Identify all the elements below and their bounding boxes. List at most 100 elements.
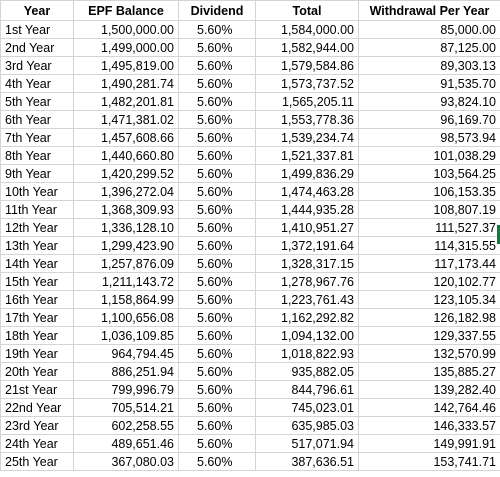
- table-row: 2nd Year 1,499,000.00 5.60% 1,582,944.00 87,…: [0, 38, 500, 57]
- table-cell: 705,514.21: [73, 398, 179, 417]
- table-cell: 1,499,836.29: [255, 164, 359, 183]
- table-cell: 5.60%: [178, 146, 256, 165]
- table-cell: 5th Year: [0, 92, 74, 111]
- table-cell: 1,474,463.28: [255, 182, 359, 201]
- table-cell: 5.60%: [178, 38, 256, 57]
- table-row: 3rd Year 1,495,819.00 5.60% 1,579,584.86 89,…: [0, 56, 500, 75]
- table-cell: 517,071.94: [255, 434, 359, 453]
- table-cell: 5.60%: [178, 20, 256, 39]
- table-cell: 1,420,299.52: [73, 164, 179, 183]
- table-cell: 9th Year: [0, 164, 74, 183]
- table-row: 18th Year 1,036,109.85 5.60% 1,094,132.00 12…: [0, 326, 500, 345]
- table-row: 19th Year 964,794.45 5.60% 1,018,822.93 132,…: [0, 344, 500, 363]
- table-cell: 129,337.55: [358, 326, 500, 345]
- table-cell: 5.60%: [178, 380, 256, 399]
- table-cell: 1,565,205.11: [255, 92, 359, 111]
- table-row: 1st Year 1,500,000.00 5.60% 1,584,000.00 85,…: [0, 20, 500, 39]
- table-cell: 5.60%: [178, 164, 256, 183]
- table-cell: 1,278,967.76: [255, 272, 359, 291]
- table-cell: 489,651.46: [73, 434, 179, 453]
- table-row: 23rd Year 602,258.55 5.60% 635,985.03 146,33…: [0, 416, 500, 435]
- table-cell: 2nd Year: [0, 38, 74, 57]
- header-row: Year EPF Balance Dividend Total Withdrawal P…: [0, 0, 500, 21]
- table-row: 21st Year 799,996.79 5.60% 844,796.61 139,28…: [0, 380, 500, 399]
- table-row: 4th Year 1,490,281.74 5.60% 1,573,737.52 91,…: [0, 74, 500, 93]
- table-cell: 6th Year: [0, 110, 74, 129]
- table-body: 1st Year 1,500,000.00 5.60% 1,584,000.00 85,…: [0, 20, 500, 471]
- table-cell: 1,328,317.15: [255, 254, 359, 273]
- table-cell: 12th Year: [0, 218, 74, 237]
- table-row: 16th Year 1,158,864.99 5.60% 1,223,761.43 12…: [0, 290, 500, 309]
- table-row: 24th Year 489,651.46 5.60% 517,071.94 149,99…: [0, 434, 500, 453]
- table-cell: 114,315.55: [358, 236, 500, 255]
- table-cell: 89,303.13: [358, 56, 500, 75]
- table-cell: 126,182.98: [358, 308, 500, 327]
- table-cell: 5.60%: [178, 344, 256, 363]
- table-cell: 22nd Year: [0, 398, 74, 417]
- table-cell: 5.60%: [178, 236, 256, 255]
- table-cell: 14th Year: [0, 254, 74, 273]
- table-row: 9th Year 1,420,299.52 5.60% 1,499,836.29 103…: [0, 164, 500, 183]
- table-cell: 1,094,132.00: [255, 326, 359, 345]
- table-cell: 98,573.94: [358, 128, 500, 147]
- table-cell: 3rd Year: [0, 56, 74, 75]
- cell-selection-edge: [497, 225, 500, 244]
- table-cell: 149,991.91: [358, 434, 500, 453]
- table-cell: 15th Year: [0, 272, 74, 291]
- table-cell: 1,299,423.90: [73, 236, 179, 255]
- table-cell: 1,162,292.82: [255, 308, 359, 327]
- table-row: 11th Year 1,368,309.93 5.60% 1,444,935.28 10…: [0, 200, 500, 219]
- table-cell: 1,579,584.86: [255, 56, 359, 75]
- table-cell: 5.60%: [178, 110, 256, 129]
- table-cell: 745,023.01: [255, 398, 359, 417]
- table-cell: 24th Year: [0, 434, 74, 453]
- table-cell: 108,807.19: [358, 200, 500, 219]
- table-row: 15th Year 1,211,143.72 5.60% 1,278,967.76 12…: [0, 272, 500, 291]
- table-cell: 85,000.00: [358, 20, 500, 39]
- table-cell: 1,257,876.09: [73, 254, 179, 273]
- column-header: Dividend: [178, 0, 256, 21]
- table-cell: 886,251.94: [73, 362, 179, 381]
- table-cell: 120,102.77: [358, 272, 500, 291]
- table-cell: 1,100,656.08: [73, 308, 179, 327]
- table-cell: 13th Year: [0, 236, 74, 255]
- table-row: 10th Year 1,396,272.04 5.60% 1,474,463.28 10…: [0, 182, 500, 201]
- table-cell: 1,539,234.74: [255, 128, 359, 147]
- table-cell: 5.60%: [178, 272, 256, 291]
- table-cell: 1,336,128.10: [73, 218, 179, 237]
- table-cell: 1,223,761.43: [255, 290, 359, 309]
- table-cell: 1,499,000.00: [73, 38, 179, 57]
- table-cell: 1,573,737.52: [255, 74, 359, 93]
- table-cell: 5.60%: [178, 416, 256, 435]
- table-cell: 146,333.57: [358, 416, 500, 435]
- table-cell: 387,636.51: [255, 452, 359, 471]
- table-cell: 5.60%: [178, 362, 256, 381]
- table-cell: 87,125.00: [358, 38, 500, 57]
- table-row: 7th Year 1,457,608.66 5.60% 1,539,234.74 98,…: [0, 128, 500, 147]
- table-cell: 93,824.10: [358, 92, 500, 111]
- table-cell: 25th Year: [0, 452, 74, 471]
- table-cell: 101,038.29: [358, 146, 500, 165]
- table-cell: 5.60%: [178, 452, 256, 471]
- table-cell: 1,490,281.74: [73, 74, 179, 93]
- table-cell: 1,158,864.99: [73, 290, 179, 309]
- table-cell: 5.60%: [178, 74, 256, 93]
- table-row: 17th Year 1,100,656.08 5.60% 1,162,292.82 12…: [0, 308, 500, 327]
- table-cell: 1,584,000.00: [255, 20, 359, 39]
- table-cell: 5.60%: [178, 218, 256, 237]
- table-row: 8th Year 1,440,660.80 5.60% 1,521,337.81 101…: [0, 146, 500, 165]
- table-cell: 7th Year: [0, 128, 74, 147]
- table-row: 5th Year 1,482,201.81 5.60% 1,565,205.11 93,…: [0, 92, 500, 111]
- table-row: 20th Year 886,251.94 5.60% 935,882.05 135,88…: [0, 362, 500, 381]
- table-cell: 21st Year: [0, 380, 74, 399]
- table-cell: 1,471,381.02: [73, 110, 179, 129]
- table-cell: 16th Year: [0, 290, 74, 309]
- table-row: 13th Year 1,299,423.90 5.60% 1,372,191.64 11…: [0, 236, 500, 255]
- table-cell: 5.60%: [178, 326, 256, 345]
- table-cell: 1,018,822.93: [255, 344, 359, 363]
- table-cell: 635,985.03: [255, 416, 359, 435]
- table-cell: 1,457,608.66: [73, 128, 179, 147]
- table-cell: 5.60%: [178, 182, 256, 201]
- table-cell: 8th Year: [0, 146, 74, 165]
